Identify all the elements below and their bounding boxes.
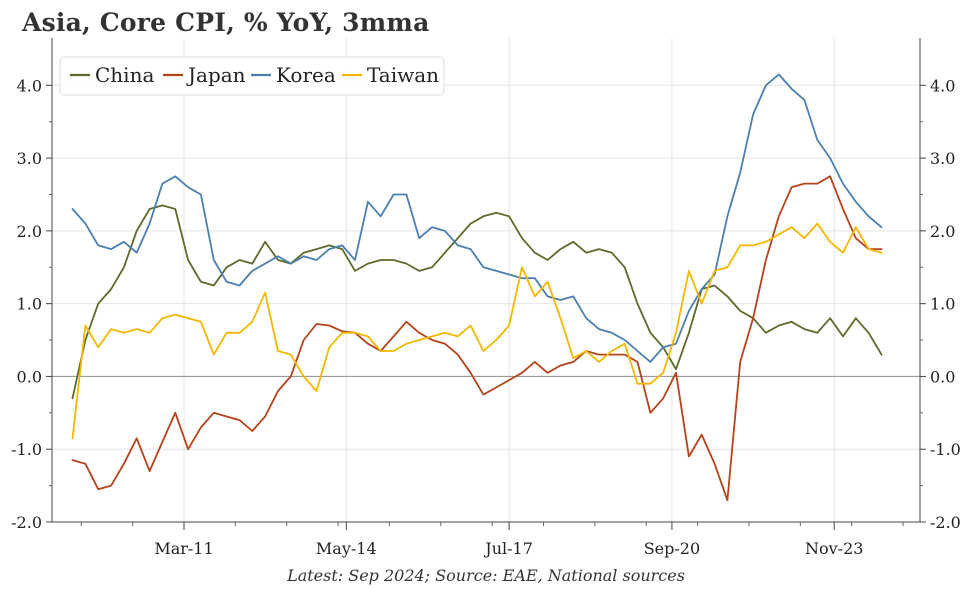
chart-title: Asia, Core CPI, % YoY, 3mma [22, 8, 430, 37]
y-tick-label: 1.0 [17, 295, 42, 314]
x-tick-label: Nov-23 [805, 539, 863, 558]
x-tick-label: Sep-20 [644, 539, 700, 558]
y-tick-label: 0.0 [930, 367, 955, 386]
series-lines [71, 73, 883, 502]
x-axis: Mar-11 May-14 Jul-17 Sep-20 Nov-23 [80, 522, 904, 558]
series-line-korea [71, 73, 883, 363]
series-line-china [71, 204, 883, 400]
x-tick-label: May-14 [316, 539, 377, 558]
axes [51, 38, 921, 523]
x-tick-label: Mar-11 [154, 539, 213, 558]
y-tick-label: 2.0 [930, 222, 955, 241]
legend-label-japan: Japan [186, 63, 246, 87]
legend-label-taiwan: Taiwan [367, 63, 439, 87]
y-tick-label: -1.0 [11, 440, 42, 459]
y-tick-label: 3.0 [17, 149, 42, 168]
y-axis-left: -2.0 -1.0 0.0 1.0 2.0 3.0 4.0 [11, 76, 52, 532]
y-tick-label: 4.0 [930, 76, 955, 95]
y-tick-label: -1.0 [930, 440, 961, 459]
legend-label-china: China [95, 63, 154, 87]
y-axis-right: -2.0 -1.0 0.0 1.0 2.0 3.0 4.0 [920, 76, 961, 532]
y-tick-label: -2.0 [11, 513, 42, 532]
series-line-taiwan [71, 222, 883, 440]
y-tick-label: 4.0 [17, 76, 42, 95]
y-tick-label: 3.0 [930, 149, 955, 168]
legend: China Japan Korea Taiwan [59, 56, 445, 96]
source-note: Latest: Sep 2024; Source: EAE, National … [287, 566, 685, 585]
x-tick-label: Jul-17 [483, 539, 533, 558]
y-tick-label: 2.0 [17, 222, 42, 241]
legend-label-korea: Korea [276, 63, 336, 87]
gridlines [52, 38, 920, 523]
y-tick-label: -2.0 [930, 513, 961, 532]
y-tick-label: 1.0 [930, 295, 955, 314]
series-line-japan [71, 175, 883, 502]
y-tick-label: 0.0 [17, 367, 42, 386]
